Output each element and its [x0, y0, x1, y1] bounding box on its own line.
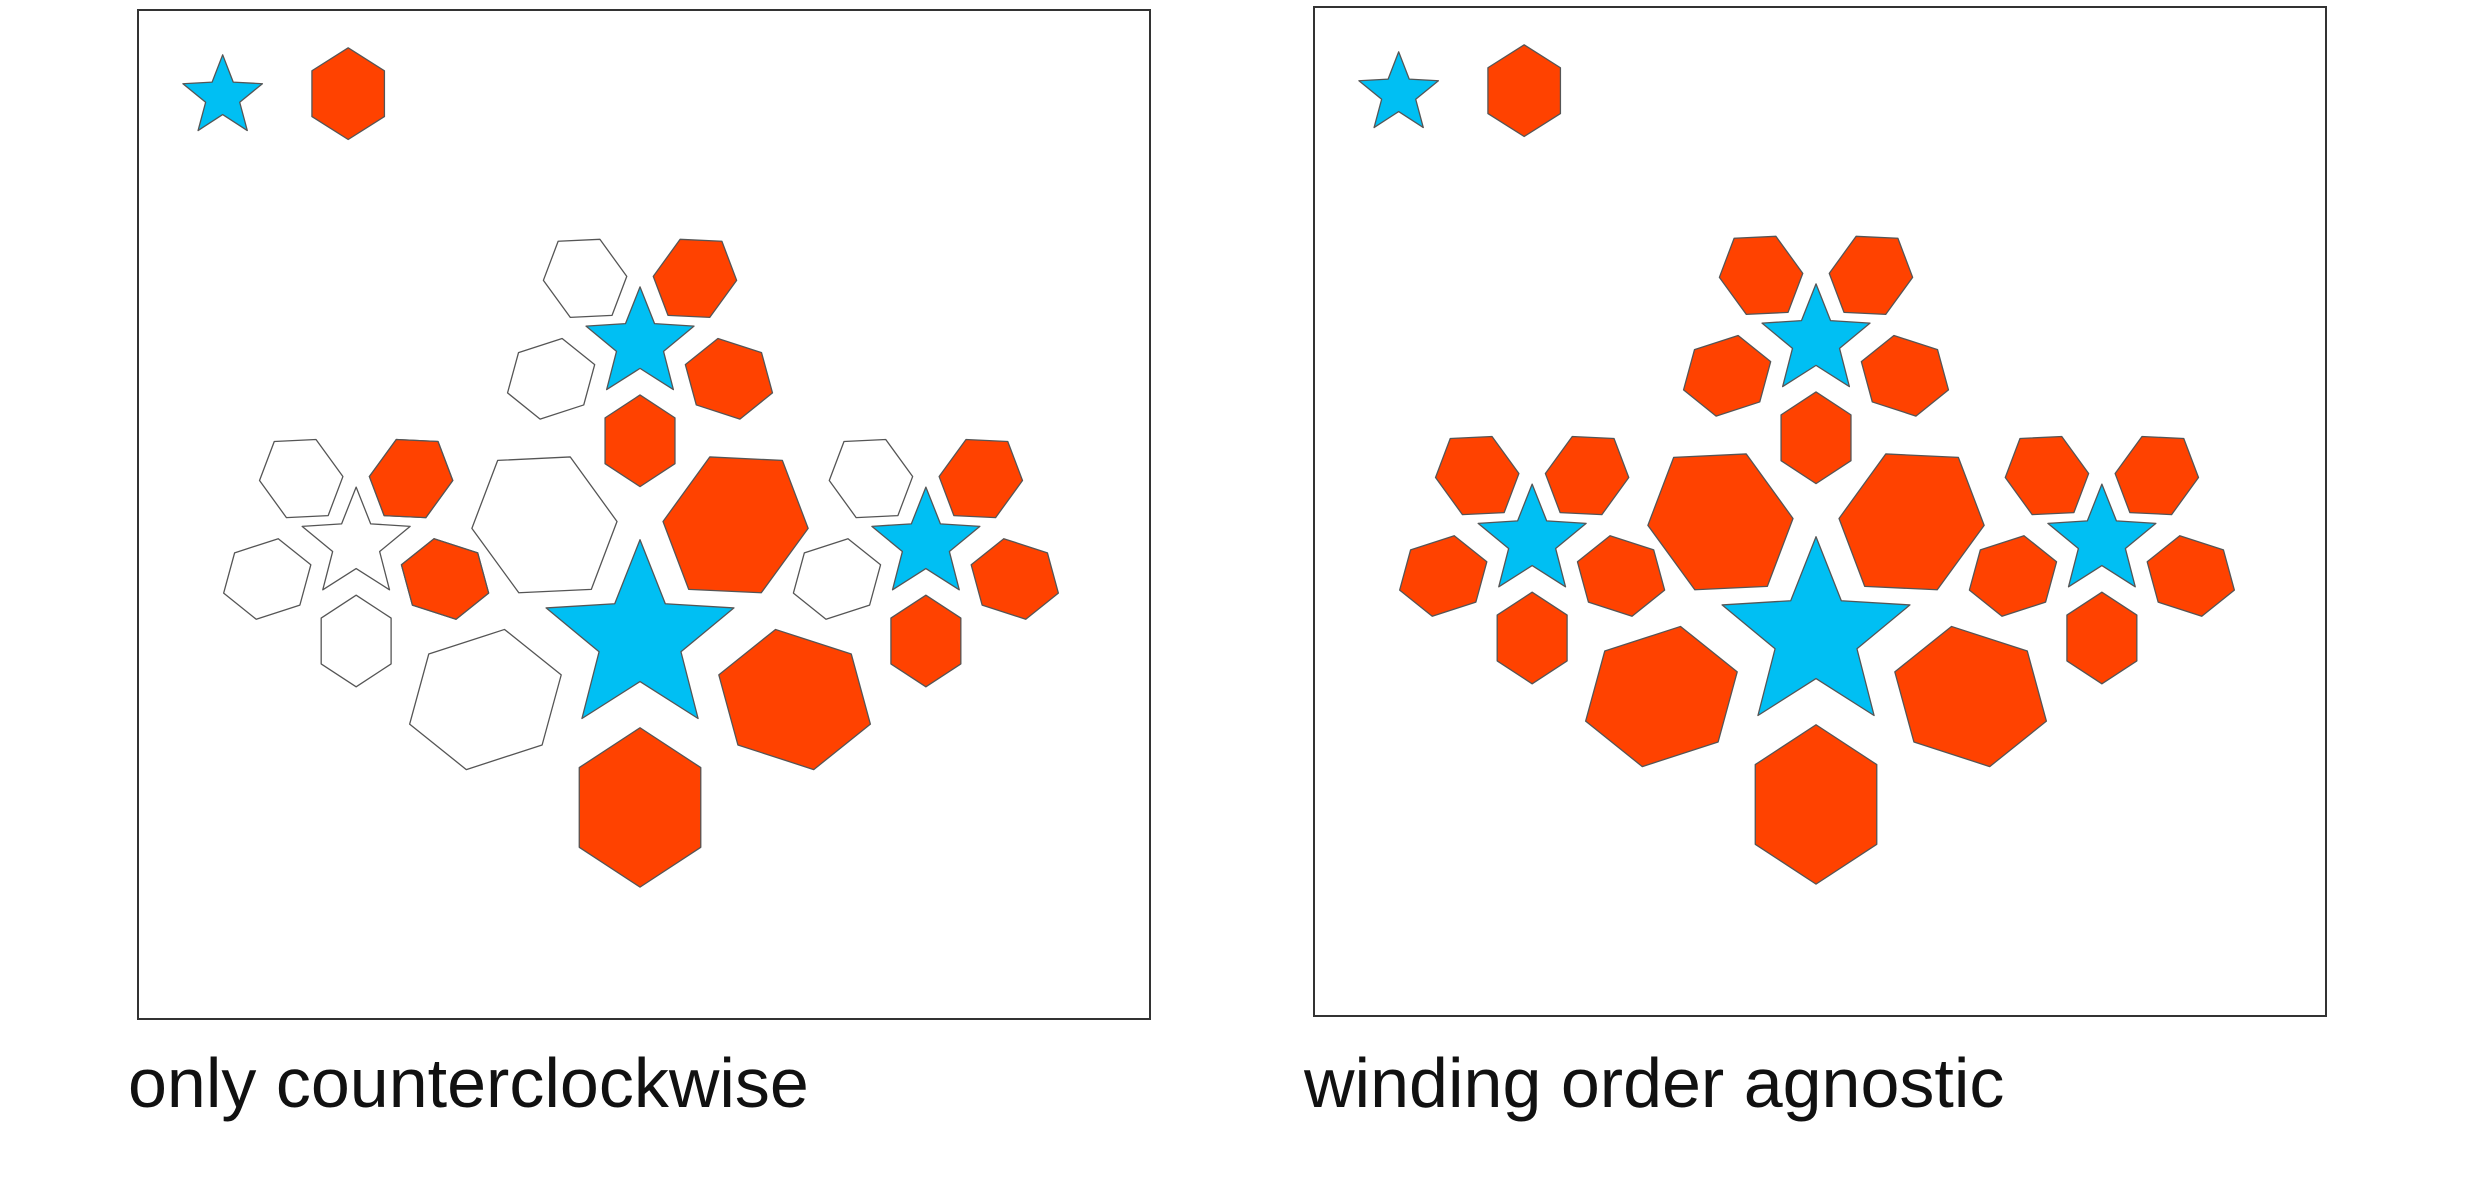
- caption-winding-order-agnostic: winding order agnostic: [1304, 1044, 2005, 1122]
- flower-right-petal-1: [938, 438, 1024, 519]
- left-diagram: [182, 47, 1060, 888]
- flower-center-petal-2: [1894, 625, 2048, 768]
- flower-right-petal-2: [970, 538, 1060, 620]
- flower-right-petal-4: [792, 538, 882, 620]
- flower-center-petal-4: [1584, 625, 1738, 768]
- flower-left-star: [1477, 483, 1587, 588]
- flower-center-star: [1721, 536, 1911, 717]
- flower-right-petal-3: [890, 594, 962, 688]
- flower-top-petal-2: [684, 337, 774, 420]
- flower-center-petal-5: [1647, 453, 1794, 591]
- flower-center-petal-4: [408, 628, 562, 771]
- flower-left-petal-5: [258, 438, 344, 519]
- panel-only-counterclockwise: [137, 9, 1151, 1020]
- panel-winding-order-agnostic: [1313, 6, 2327, 1017]
- flower-right-petal-1: [2114, 435, 2200, 516]
- flower-left-petal-3: [320, 594, 392, 688]
- flower-left-petal-4: [1399, 535, 1488, 617]
- star-icon: [1358, 51, 1440, 129]
- flower-center-petal-3: [1754, 724, 1878, 885]
- flower-top-star: [1761, 283, 1871, 388]
- flower-right-petal-5: [2004, 435, 2090, 516]
- flower-left-petal-5: [1434, 435, 1520, 516]
- flower-right-petal-5: [828, 438, 914, 519]
- flower-right-star: [871, 486, 981, 591]
- flower-top-petal-3: [1780, 391, 1852, 485]
- flower-center-petal-3: [578, 727, 702, 888]
- flower-left-star: [301, 486, 411, 591]
- flower-top-petal-5: [1718, 235, 1804, 316]
- flower-top-petal-4: [506, 337, 596, 420]
- flower-right-petal-3: [2066, 591, 2138, 685]
- flower-left-petal-2: [1576, 535, 1666, 617]
- flower-right-star: [2047, 483, 2157, 588]
- flower-top-petal-2: [1860, 334, 1950, 417]
- flower-center-petal-1: [1838, 453, 1985, 591]
- flower-center-petal-1: [662, 456, 809, 594]
- flower-top-petal-3: [604, 394, 676, 488]
- star-icon: [182, 54, 264, 132]
- flower-left-petal-4: [223, 538, 312, 620]
- flower-top-star: [585, 286, 695, 391]
- hexagon-icon: [311, 47, 386, 141]
- flower-left-petal-filled-2: [400, 538, 490, 620]
- right-diagram: [1358, 44, 2236, 885]
- hexagon-icon: [1487, 44, 1562, 138]
- flower-left-petal-filled-1: [368, 438, 454, 519]
- flower-center-petal-5: [471, 456, 618, 594]
- flower-left-petal-1: [1544, 435, 1630, 516]
- flower-left-petal-3: [1496, 591, 1568, 685]
- flower-right-petal-4: [1968, 535, 2058, 617]
- flower-right-petal-2: [2146, 535, 2236, 617]
- flower-top-petal-4: [1682, 334, 1772, 417]
- flower-top-petal-1: [652, 238, 738, 319]
- caption-only-counterclockwise: only counterclockwise: [128, 1044, 809, 1122]
- flower-top-petal-1: [1828, 235, 1914, 316]
- flower-center-petal-2: [718, 628, 872, 771]
- flower-center-star: [545, 539, 735, 720]
- flower-top-petal-5: [542, 238, 628, 319]
